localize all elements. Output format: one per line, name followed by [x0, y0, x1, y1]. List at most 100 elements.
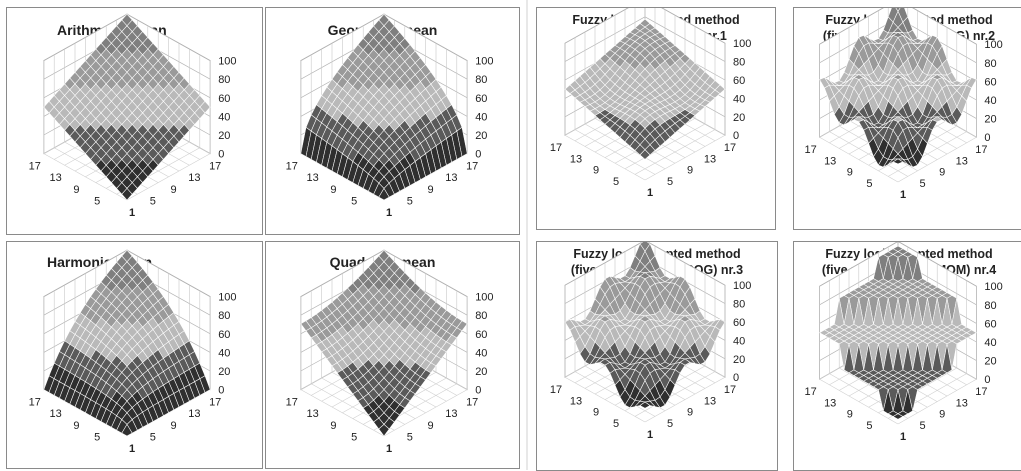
z-tick-label: 100: [984, 39, 1002, 51]
x-tick-label: 1: [129, 207, 135, 219]
y-tick-label: 5: [613, 176, 619, 188]
x-tick-label: 5: [667, 176, 673, 188]
z-tick-label: 0: [218, 385, 224, 397]
z-tick-label: 20: [475, 130, 487, 142]
y-tick-label: 13: [306, 172, 318, 184]
z-gridline: [564, 242, 726, 286]
z-tick-label: 20: [218, 366, 230, 378]
x-tick-label: 13: [956, 155, 968, 167]
z-tick-label: 40: [475, 347, 487, 359]
z-tick-label: 60: [218, 329, 230, 341]
surface-chart-fuzzy-2: 0 20 40 60 80 100 1 5 9 13 17 5 9 13 17: [804, 8, 1003, 201]
y-tick-label: 17: [286, 161, 298, 173]
x-tick-label: 17: [466, 397, 478, 409]
x-tick-label: 1: [386, 207, 392, 219]
chart-panel-fuzzy-3: Fuzzy logic adapted method (five proport…: [536, 241, 778, 471]
z-tick-label: 40: [475, 111, 487, 123]
z-tick-label: 20: [984, 114, 996, 126]
y-tick-label: 9: [847, 409, 853, 421]
surface-cell: [121, 187, 133, 201]
surface-chart-harmonic: 0 20 40 60 80 100 1 5 9 13 17 5 9 13 17: [29, 249, 237, 455]
z-tick-label: 80: [733, 57, 745, 69]
y-tick-label: 17: [29, 161, 41, 173]
y-tick-label: 13: [49, 408, 61, 420]
surface-cell: [121, 423, 133, 437]
x-tick-label: 5: [920, 178, 926, 190]
x-tick-label: 9: [428, 420, 434, 432]
surface-cell: [892, 413, 904, 420]
y-tick-label: 17: [550, 384, 562, 396]
y-tick-label: 5: [613, 418, 619, 430]
z-tick-label: 20: [984, 356, 996, 368]
z-tick-label: 60: [984, 318, 996, 330]
x-tick-label: 17: [724, 384, 736, 396]
surface-chart-arithmetic: 0 20 40 60 80 100 1 5 9 13 17 5 9 13 17: [29, 13, 237, 219]
z-tick-label: 0: [475, 149, 481, 161]
z-tick-label: 80: [475, 310, 487, 322]
chart-panel-fuzzy-1: Fuzzy logic adapted method (tripartite s…: [536, 7, 776, 230]
x-tick-label: 17: [209, 397, 221, 409]
z-tick-label: 40: [218, 111, 230, 123]
z-tick-label: 80: [218, 310, 230, 322]
z-tick-label: 80: [984, 300, 996, 312]
z-tick-label: 60: [218, 93, 230, 105]
z-tick-label: 20: [218, 130, 230, 142]
x-tick-label: 5: [407, 431, 413, 443]
y-tick-label: 13: [49, 172, 61, 184]
x-tick-label: 9: [687, 165, 693, 177]
z-tick-label: 60: [733, 75, 745, 87]
y-tick-label: 5: [94, 431, 100, 443]
x-tick-label: 1: [900, 189, 906, 201]
z-tick-label: 20: [733, 112, 745, 124]
x-tick-label: 5: [150, 195, 156, 207]
z-tick-label: 0: [218, 149, 224, 161]
y-tick-label: 5: [866, 420, 872, 432]
z-tick-label: 80: [475, 74, 487, 86]
x-tick-label: 17: [975, 144, 987, 156]
z-tick-label: 100: [733, 280, 751, 292]
z-tick-label: 100: [475, 292, 493, 304]
y-tick-label: 9: [73, 420, 79, 432]
surface-chart-quadratic: 0 20 40 60 80 100 1 5 9 13 17 5 9 13 17: [286, 249, 494, 455]
floor-gridline: [897, 378, 977, 425]
y-tick-label: 5: [94, 195, 100, 207]
y-tick-label: 13: [306, 408, 318, 420]
z-tick-label: 80: [218, 74, 230, 86]
y-tick-label: 9: [330, 184, 336, 196]
z-tick-label: 100: [984, 281, 1002, 293]
x-tick-label: 1: [386, 443, 392, 455]
y-tick-label: 17: [29, 397, 41, 409]
x-tick-label: 13: [956, 397, 968, 409]
x-tick-label: 13: [445, 408, 457, 420]
z-tick-label: 100: [218, 292, 236, 304]
z-tick-label: 60: [475, 329, 487, 341]
chart-panel-arithmetic: Arithmetic mean 020406080100159131759131…: [6, 7, 263, 235]
x-tick-label: 13: [188, 172, 200, 184]
y-tick-label: 5: [866, 178, 872, 190]
z-tick-label: 40: [984, 95, 996, 107]
group-divider: [526, 0, 528, 470]
y-tick-label: 17: [804, 386, 816, 398]
z-tick-label: 0: [733, 130, 739, 142]
z-tick-label: 60: [475, 93, 487, 105]
z-tick-label: 80: [733, 299, 745, 311]
x-tick-label: 13: [704, 153, 716, 165]
z-tick-label: 0: [475, 385, 481, 397]
y-tick-label: 9: [73, 184, 79, 196]
z-tick-label: 60: [733, 317, 745, 329]
z-tick-label: 80: [984, 58, 996, 70]
x-tick-label: 17: [975, 386, 987, 398]
y-tick-label: 5: [351, 195, 357, 207]
y-tick-label: 17: [804, 144, 816, 156]
chart-panel-fuzzy-4: Fuzzy logic adapted method (five proport…: [793, 241, 1021, 471]
x-tick-label: 13: [704, 395, 716, 407]
floor-gridline: [819, 378, 899, 425]
surface-chart-fuzzy-1: 0 20 40 60 80 100 1 5 9 13 17 5 9 13 17: [550, 8, 751, 199]
x-tick-label: 13: [188, 408, 200, 420]
z-tick-label: 40: [984, 337, 996, 349]
floor-gridline: [897, 136, 977, 183]
y-tick-label: 13: [824, 397, 836, 409]
chart-panel-harmonic: Harmonic mean 0 20 40 60 80 100 1 5 9 13 17 5 9 13 17: [6, 241, 263, 469]
surface-chart-fuzzy-3: 0 20 40 60 80 100 1 5 9 13 17 5 9 13 17: [550, 242, 751, 441]
y-tick-label: 17: [286, 397, 298, 409]
